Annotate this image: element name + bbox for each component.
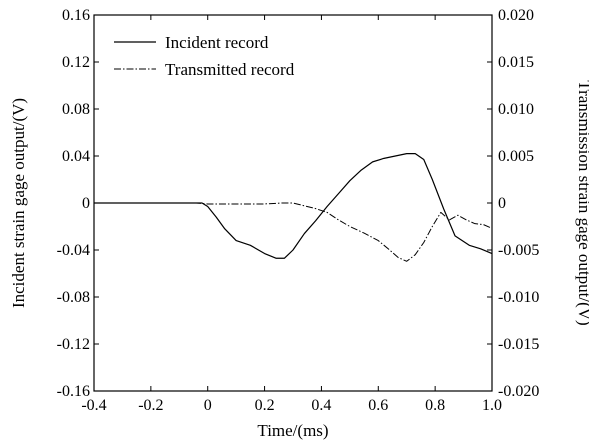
x-tick-label: 0.2 (255, 397, 275, 414)
left-y-tick-label: -0.08 (57, 289, 90, 306)
x-axis-label: Time/(ms) (257, 421, 328, 440)
left-y-axis-ticks: 0.16 0.12 0.08 0.04 0 -0.04 -0.08 -0.12 -0.16 (57, 7, 99, 400)
x-tick-label: 0 (204, 397, 212, 414)
right-y-axis-label: Transmission strain gage output/(V) (575, 80, 589, 325)
transmitted-record-line (94, 202, 493, 262)
left-y-tick-label: 0.08 (62, 101, 90, 118)
right-y-tick-label: 0.005 (498, 148, 534, 165)
right-y-tick-label: 0.020 (498, 7, 534, 24)
legend: Incident record Transmitted record (114, 33, 295, 79)
left-y-tick-label: -0.04 (57, 242, 90, 259)
left-y-tick-label: 0.12 (62, 54, 90, 71)
x-axis-ticks: -0.4 -0.2 0 0.2 0.4 0.6 0.8 1.0 (81, 15, 502, 414)
right-y-tick-label: -0.020 (498, 383, 539, 400)
right-y-tick-label: 0.010 (498, 101, 534, 118)
legend-label-incident: Incident record (165, 33, 269, 52)
right-y-tick-label: -0.005 (498, 242, 539, 259)
legend-label-transmitted: Transmitted record (165, 60, 295, 79)
right-y-tick-label: -0.010 (498, 289, 539, 306)
x-tick-label: -0.4 (81, 397, 106, 414)
left-y-tick-label: 0.16 (62, 7, 90, 24)
x-tick-label: 0.6 (368, 397, 388, 414)
right-y-tick-label: -0.015 (498, 336, 539, 353)
left-y-tick-label: 0 (82, 195, 90, 212)
x-tick-label: -0.2 (138, 397, 163, 414)
left-y-axis-label: Incident strain gage output/(V) (9, 98, 28, 308)
right-y-tick-label: 0.015 (498, 54, 534, 71)
right-y-axis-ticks: 0.020 0.015 0.010 0.005 0 -0.005 -0.010 -0.015 -… (487, 7, 539, 400)
x-tick-label: 1.0 (482, 397, 502, 414)
incident-record-line (94, 153, 493, 259)
left-y-tick-label: -0.16 (57, 383, 90, 400)
x-tick-label: 0.8 (425, 397, 445, 414)
series-layer (94, 153, 493, 262)
right-y-tick-label: 0 (498, 195, 506, 212)
x-tick-label: 0.4 (311, 397, 331, 414)
left-y-tick-label: -0.12 (57, 336, 90, 353)
left-y-tick-label: 0.04 (62, 148, 90, 165)
